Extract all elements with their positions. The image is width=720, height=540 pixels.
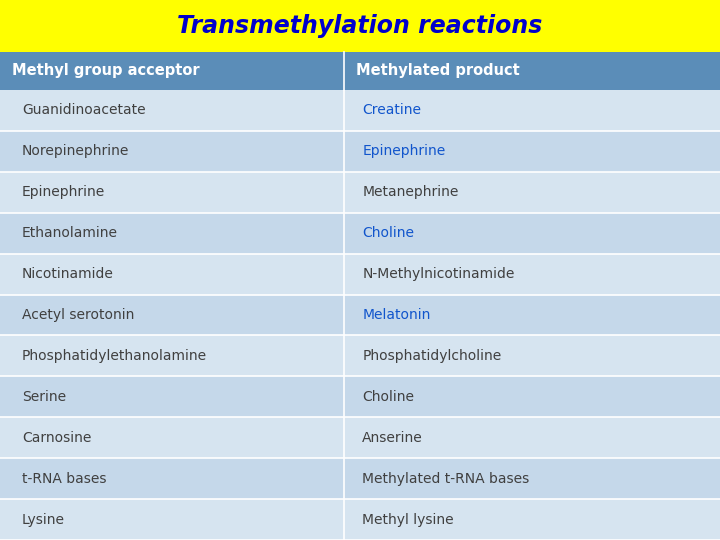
Text: Choline: Choline <box>362 226 414 240</box>
Text: Epinephrine: Epinephrine <box>22 185 105 199</box>
Bar <box>344 335 720 376</box>
Text: Melatonin: Melatonin <box>362 308 431 322</box>
Bar <box>0 52 720 90</box>
Text: Carnosine: Carnosine <box>22 431 91 445</box>
Text: Methylated t-RNA bases: Methylated t-RNA bases <box>362 471 529 485</box>
Bar <box>344 499 720 540</box>
Bar <box>344 417 720 458</box>
Bar <box>344 458 720 499</box>
Text: Nicotinamide: Nicotinamide <box>22 267 114 281</box>
Text: Phosphatidylethanolamine: Phosphatidylethanolamine <box>22 349 207 363</box>
Bar <box>0 172 344 213</box>
Text: Methyl lysine: Methyl lysine <box>362 512 454 526</box>
Bar <box>344 294 720 335</box>
Text: Serine: Serine <box>22 390 66 404</box>
Bar <box>0 254 344 294</box>
Text: Norepinephrine: Norepinephrine <box>22 144 130 158</box>
Text: t-RNA bases: t-RNA bases <box>22 471 107 485</box>
Text: Epinephrine: Epinephrine <box>362 144 446 158</box>
Bar <box>0 417 344 458</box>
Text: Phosphatidylcholine: Phosphatidylcholine <box>362 349 501 363</box>
Bar <box>0 458 344 499</box>
Text: Choline: Choline <box>362 390 414 404</box>
Bar <box>0 0 720 52</box>
Text: Anserine: Anserine <box>362 431 423 445</box>
Bar <box>0 90 344 131</box>
Text: Transmethylation reactions: Transmethylation reactions <box>177 14 543 38</box>
Bar <box>0 213 344 254</box>
Bar <box>344 131 720 172</box>
Bar <box>344 90 720 131</box>
Bar <box>0 294 344 335</box>
Text: N-Methylnicotinamide: N-Methylnicotinamide <box>362 267 515 281</box>
Text: Metanephrine: Metanephrine <box>362 185 459 199</box>
Bar <box>344 376 720 417</box>
Bar <box>344 172 720 213</box>
Bar <box>0 376 344 417</box>
Text: Lysine: Lysine <box>22 512 65 526</box>
Bar <box>0 335 344 376</box>
Text: Methyl group acceptor: Methyl group acceptor <box>12 64 199 78</box>
Bar <box>0 131 344 172</box>
Text: Ethanolamine: Ethanolamine <box>22 226 118 240</box>
Text: Creatine: Creatine <box>362 104 421 118</box>
Text: Methylated product: Methylated product <box>356 64 520 78</box>
Text: Acetyl serotonin: Acetyl serotonin <box>22 308 135 322</box>
Bar <box>0 499 344 540</box>
Bar <box>344 213 720 254</box>
Text: Guanidinoacetate: Guanidinoacetate <box>22 104 145 118</box>
Bar <box>344 254 720 294</box>
